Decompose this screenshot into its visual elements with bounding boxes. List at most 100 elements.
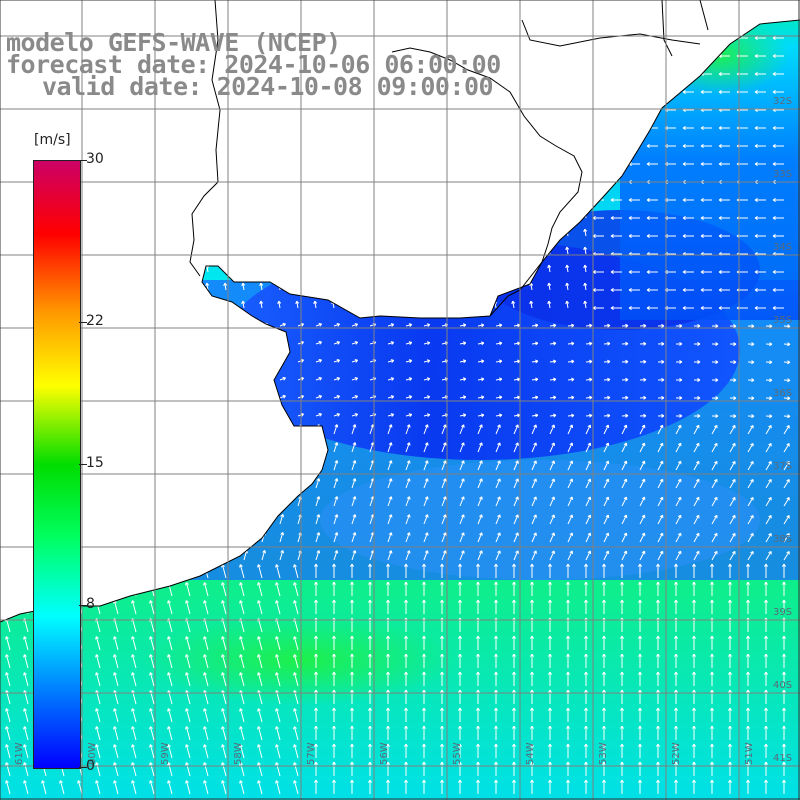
wind-arrow-icon xyxy=(512,653,516,668)
wind-arrow-icon xyxy=(423,514,429,525)
wind-arrow-icon xyxy=(531,377,539,382)
wind-arrow-icon xyxy=(293,564,299,579)
wind-arrow-icon xyxy=(602,725,606,740)
wind-arrow-icon xyxy=(603,550,610,561)
wind-arrow-icon xyxy=(783,443,790,453)
wind-arrow-icon xyxy=(422,689,426,704)
colorbar-tick-mark xyxy=(79,605,87,607)
wind-arrow-icon xyxy=(584,563,588,578)
wind-arrow-icon xyxy=(332,563,336,578)
wind-arrow-icon xyxy=(459,341,467,346)
wind-arrow-icon xyxy=(583,228,588,237)
wind-arrow-icon xyxy=(747,532,754,543)
wind-arrow-icon xyxy=(585,514,592,525)
wind-arrow-icon xyxy=(477,496,483,507)
wind-arrow-icon xyxy=(711,324,719,329)
wind-arrow-icon xyxy=(422,761,426,776)
wind-arrow-icon xyxy=(718,90,730,94)
wind-arrow-icon xyxy=(205,282,210,291)
wind-arrow-icon xyxy=(620,563,624,578)
lat-label: 33S xyxy=(773,169,792,180)
wind-arrow-icon xyxy=(259,300,264,309)
wind-arrow-icon xyxy=(405,532,411,543)
wind-arrow-icon xyxy=(765,342,773,347)
wind-arrow-icon xyxy=(584,725,588,740)
wind-arrow-icon xyxy=(5,726,11,741)
wind-arrow-icon xyxy=(221,762,227,777)
wind-arrow-icon xyxy=(368,761,372,776)
wind-arrow-icon xyxy=(440,707,444,722)
wind-arrow-icon xyxy=(203,654,209,669)
wind-arrow-icon xyxy=(638,563,642,578)
wind-arrow-icon xyxy=(476,653,480,668)
wind-arrow-icon xyxy=(602,761,606,776)
wind-arrow-icon xyxy=(512,671,516,686)
wind-arrow-icon xyxy=(567,413,575,418)
wind-arrow-icon xyxy=(440,725,444,740)
colorbar-tick-mark xyxy=(79,767,87,768)
wind-arrow-icon xyxy=(350,635,354,650)
wind-arrow-icon xyxy=(332,635,336,650)
lon-label: 57W xyxy=(306,742,317,765)
wind-arrow-icon xyxy=(764,581,768,596)
wind-arrow-icon xyxy=(494,653,498,668)
wind-arrow-icon xyxy=(639,442,646,453)
wind-arrow-icon xyxy=(710,707,714,722)
wind-arrow-icon xyxy=(293,744,299,759)
wind-arrow-icon xyxy=(333,514,339,525)
wind-arrow-icon xyxy=(692,707,696,722)
wind-arrow-icon xyxy=(5,636,11,651)
wind-arrow-icon xyxy=(728,725,732,740)
wind-arrow-icon xyxy=(765,360,773,365)
wind-arrow-icon xyxy=(387,341,395,345)
wind-arrow-icon xyxy=(404,743,408,758)
wind-arrow-icon xyxy=(621,359,629,364)
wind-arrow-icon xyxy=(765,460,772,471)
wind-arrow-icon xyxy=(567,460,574,471)
wind-arrow-icon xyxy=(221,780,227,795)
wind-arrow-icon xyxy=(275,582,281,597)
wind-arrow-icon xyxy=(692,599,696,614)
wind-arrow-icon xyxy=(584,599,588,614)
wind-arrow-icon xyxy=(765,514,772,525)
wind-arrow-icon xyxy=(754,270,766,274)
wind-arrow-icon xyxy=(293,636,299,651)
wind-arrow-icon xyxy=(315,478,321,489)
wind-arrow-icon xyxy=(656,725,660,740)
wind-arrow-icon xyxy=(710,689,714,704)
wind-arrow-icon xyxy=(494,635,498,650)
wind-arrow-icon xyxy=(203,582,209,597)
wind-arrow-icon xyxy=(423,424,429,435)
wind-arrow-icon xyxy=(548,563,552,578)
wind-arrow-icon xyxy=(404,707,408,722)
wind-arrow-icon xyxy=(333,460,339,471)
wind-arrow-icon xyxy=(5,744,11,759)
wind-arrow-icon xyxy=(333,340,341,345)
wind-arrow-icon xyxy=(185,708,191,723)
wind-arrow-icon xyxy=(602,599,606,614)
wind-arrow-icon xyxy=(275,780,281,795)
wind-arrow-icon xyxy=(203,708,209,723)
wind-arrow-icon xyxy=(610,288,622,292)
wind-arrow-icon xyxy=(293,762,299,777)
wind-arrow-icon xyxy=(315,376,323,381)
wind-arrow-icon xyxy=(620,707,624,722)
wind-arrow-icon xyxy=(441,532,447,543)
wind-arrow-icon xyxy=(728,779,732,794)
wind-arrow-icon xyxy=(620,581,624,596)
wind-arrow-icon xyxy=(639,514,646,525)
lat-label: 35S xyxy=(773,315,792,326)
wind-arrow-icon xyxy=(754,162,766,166)
wind-arrow-icon xyxy=(765,550,772,561)
wind-arrow-icon xyxy=(405,514,411,525)
wind-arrow-icon xyxy=(657,341,665,346)
wind-arrow-icon xyxy=(729,532,736,543)
wind-arrow-icon xyxy=(495,424,501,435)
wind-arrow-icon xyxy=(512,581,516,596)
wind-arrow-icon xyxy=(764,671,768,686)
wind-arrow-icon xyxy=(293,726,299,741)
wind-arrow-icon xyxy=(185,762,191,777)
wind-arrow-icon xyxy=(476,635,480,650)
wind-arrow-icon xyxy=(675,395,683,400)
lat-label: 39S xyxy=(773,607,792,618)
